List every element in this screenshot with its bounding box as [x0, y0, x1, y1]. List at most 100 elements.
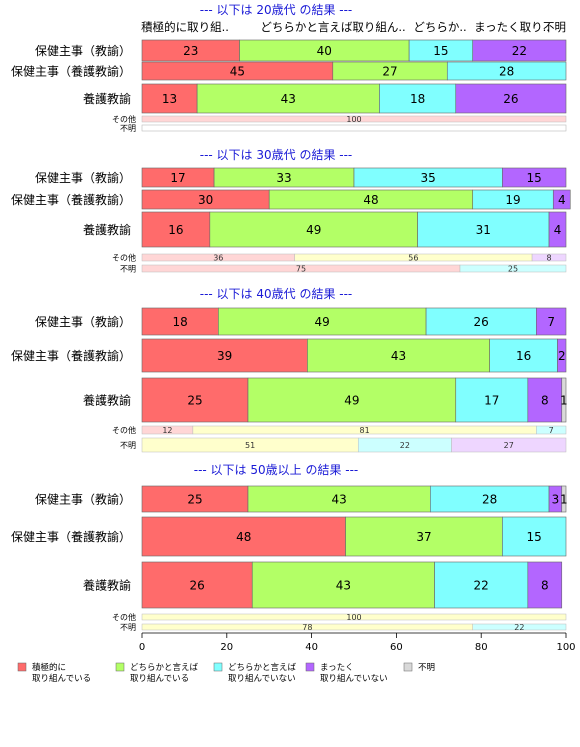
x-tick-label: 80	[475, 642, 488, 653]
bar-outline-empty	[141, 124, 567, 132]
panel-title: --- 以下は 40歳代 の結果 ---	[200, 287, 353, 301]
column-header-5: 不明	[543, 20, 566, 34]
bar-segment	[247, 485, 431, 513]
bar-value-label: 19	[505, 193, 520, 207]
bar-segment	[141, 377, 249, 423]
bar-value-label: 27	[504, 441, 514, 450]
bar-value-label: 17	[170, 171, 185, 185]
legend-label: 積極的に	[32, 662, 66, 673]
bar-value-label: 43	[336, 579, 351, 593]
bar-value-label: 81	[360, 426, 370, 435]
bar-segment	[548, 211, 567, 248]
bar-segment	[141, 613, 567, 621]
bar-segment	[502, 516, 567, 557]
bar-segment	[141, 516, 346, 557]
bar-value-label: 16	[168, 223, 183, 237]
bar-value-label: 28	[499, 65, 514, 79]
bar-value-label: 2	[558, 349, 566, 363]
legend-label: 不明	[418, 663, 435, 673]
bar-segment	[247, 377, 457, 423]
row-label: 養護教諭	[83, 578, 131, 593]
bar-value-label: 4	[554, 223, 562, 237]
column-header-1: 積極的に取り組..	[141, 20, 229, 34]
bar-segment	[141, 83, 198, 114]
bar-value-label: 18	[410, 92, 425, 106]
bar-segment	[527, 561, 563, 609]
bar-value-label: 30	[198, 193, 213, 207]
legend-swatch	[305, 662, 315, 672]
bar-value-label: 49	[315, 315, 330, 329]
bar-segment	[417, 211, 550, 248]
bar-value-label: 17	[484, 394, 499, 408]
panel-3: --- 以下は 40歳代 の結果 --- 保健主事（教諭） 18 49 26 7 保健主事（…	[11, 287, 568, 453]
bar-value-label: 12	[162, 426, 172, 435]
bar-value-label: 15	[433, 44, 448, 58]
bar-segment	[141, 338, 308, 373]
panel-1: --- 以下は 20歳代 の結果 --- 保健主事（教諭） 23 40 15 22 保健主事…	[11, 3, 567, 133]
row-label: 養護教諭	[83, 222, 131, 237]
bar-segment	[141, 485, 249, 513]
panel-title: --- 以下は 30歳代 の結果 ---	[200, 148, 353, 162]
bar-value-label: 1	[560, 493, 568, 507]
bar-value-label: 25	[508, 265, 518, 274]
bar-value-label: 31	[476, 223, 491, 237]
bar-value-label: 100	[346, 613, 361, 622]
x-tick-label: 60	[390, 642, 403, 653]
bar-segment	[557, 338, 567, 373]
legend-swatch	[213, 662, 223, 672]
bar-value-label: 48	[236, 530, 251, 544]
column-header-4: まったく取り..	[474, 20, 550, 34]
bar-value-label: 1	[560, 394, 568, 408]
bar-value-label: 16	[516, 349, 531, 363]
x-tick-label: 40	[305, 642, 318, 653]
bar-segment	[430, 485, 550, 513]
bar-value-label: 26	[474, 315, 489, 329]
bar-segment	[536, 425, 567, 435]
column-header-3: どちらか..	[413, 20, 466, 34]
bar-value-label: 22	[512, 44, 527, 58]
bar-segment	[455, 377, 529, 423]
column-header-2: どちらかと言えば取り組ん..	[260, 20, 405, 34]
bar-value-label: 33	[276, 171, 291, 185]
row-label: その他	[112, 253, 136, 263]
legend-label: どちらかと言えば	[130, 662, 199, 673]
bar-value-label: 26	[503, 92, 518, 106]
bar-value-label: 49	[344, 394, 359, 408]
bar-segment	[531, 253, 567, 262]
bar-segment	[561, 377, 567, 423]
bar-segment	[552, 189, 571, 210]
panel-2: --- 以下は 30歳代 の結果 --- 保健主事（教諭） 17 33 35 15 保健主事…	[11, 148, 571, 274]
bar-segment	[251, 561, 435, 609]
bar-value-label: 100	[346, 115, 361, 124]
bar-value-label: 27	[382, 65, 397, 79]
legend-item-5: 不明	[403, 662, 435, 673]
row-label: 保健主事（教諭）	[35, 43, 131, 58]
row-label: 保健主事（養護教諭）	[11, 529, 131, 544]
bar-value-label: 3	[552, 493, 560, 507]
bar-segment	[446, 61, 567, 81]
row-label: 養護教諭	[83, 393, 131, 408]
panel-title: --- 以下は 20歳代 の結果 ---	[200, 3, 353, 17]
legend-label: まったく	[320, 663, 354, 673]
bar-segment	[455, 83, 567, 114]
bar-segment	[451, 437, 567, 453]
row-label: 保健主事（教諭）	[35, 314, 131, 329]
bar-value-label: 43	[332, 493, 347, 507]
row-label: 不明	[120, 124, 136, 133]
legend-label: 取り組んでいない	[320, 673, 388, 684]
bar-value-label: 37	[416, 530, 431, 544]
panel-title: --- 以下は 50歳以上 の結果 ---	[194, 463, 359, 477]
bar-segment	[141, 115, 567, 123]
bar-value-label: 15	[527, 530, 542, 544]
legend-swatch	[115, 662, 125, 672]
bar-segment	[472, 39, 567, 62]
bar-value-label: 48	[363, 193, 378, 207]
row-label: 保健主事（養護教諭）	[11, 192, 131, 207]
bar-value-label: 26	[189, 579, 204, 593]
row-label: 保健主事（教諭）	[35, 170, 131, 185]
bar-value-label: 75	[296, 265, 306, 274]
